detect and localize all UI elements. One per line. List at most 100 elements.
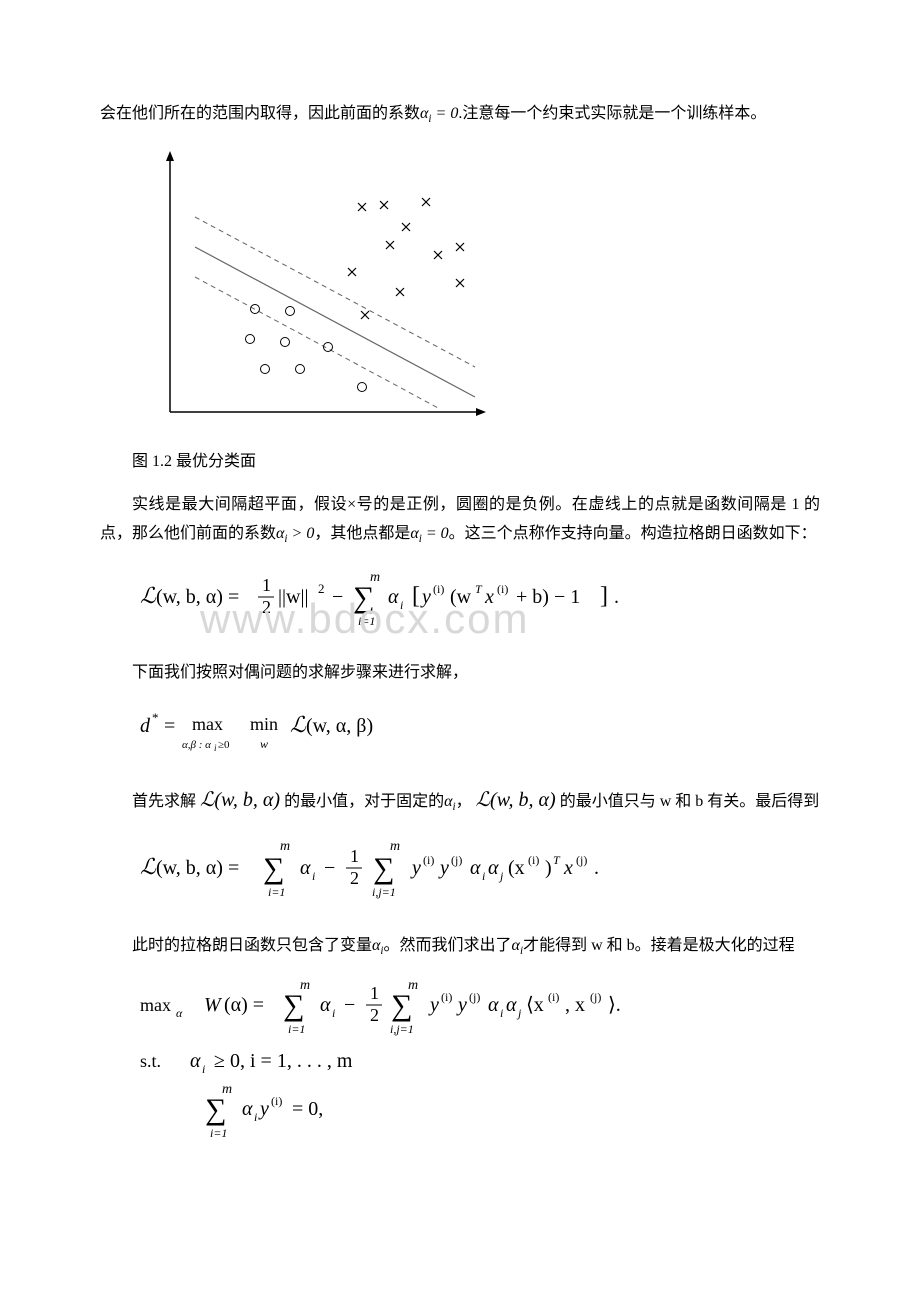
svg-text:⟨x: ⟨x <box>526 994 544 1016</box>
svg-text:∑: ∑ <box>373 852 394 885</box>
svg-text:(i): (i) <box>441 990 452 1004</box>
para5-math1: αi <box>372 937 384 954</box>
svg-text:1: 1 <box>262 575 271 595</box>
para4-math-alpha: αi <box>444 793 456 810</box>
formula-lagrangian: www.bdocx.com ℒ (w, b, α) = 1 2 ||w|| 2 … <box>140 563 820 645</box>
svg-text:(i): (i) <box>271 1094 282 1108</box>
para2-math1: αi > 0 <box>276 525 314 542</box>
svg-text:i: i <box>482 869 485 883</box>
svg-text:(w, b, α) =: (w, b, α) = <box>156 857 239 879</box>
svg-text:max: max <box>192 714 223 734</box>
svg-text:i: i <box>400 598 403 612</box>
svg-text:(j): (j) <box>451 853 462 867</box>
svg-text:i: i <box>202 1062 205 1076</box>
svg-text:.: . <box>594 857 599 879</box>
svg-text:i=1: i=1 <box>210 1126 227 1140</box>
svg-text:α: α <box>488 857 499 879</box>
svg-text:α: α <box>320 994 331 1016</box>
svg-text:(j): (j) <box>590 990 601 1004</box>
svg-text:(j): (j) <box>469 990 480 1004</box>
svg-text:⟩.: ⟩. <box>608 994 621 1016</box>
svg-text:j: j <box>498 869 504 883</box>
svg-text:(i): (i) <box>528 853 539 867</box>
svg-text:i: i <box>254 1110 257 1124</box>
svg-text:y: y <box>438 857 449 879</box>
svg-text:α: α <box>388 586 399 608</box>
svg-text:(w: (w <box>450 586 472 608</box>
svg-text:1: 1 <box>350 846 359 866</box>
svg-text:.: . <box>614 586 619 608</box>
svg-text:−: − <box>344 994 355 1016</box>
svg-text:∑: ∑ <box>353 581 374 614</box>
svg-text:s.t.: s.t. <box>140 1051 161 1071</box>
para4-text-c: ， <box>456 793 476 810</box>
svg-text:∑: ∑ <box>205 1093 226 1126</box>
svg-text:): ) <box>545 857 552 879</box>
paragraph-5: 此时的拉格朗日函数只包含了变量αi。然而我们求出了αi才能得到 w 和 b。接着… <box>100 932 820 961</box>
svg-text:2: 2 <box>370 1005 379 1025</box>
svg-text:α: α <box>176 1006 183 1020</box>
svg-text:2: 2 <box>262 597 271 617</box>
para1-text-b: .注意每一个约束式实际就是一个训练样本。 <box>458 105 766 122</box>
svg-text:(α) =: (α) = <box>224 994 264 1016</box>
svg-text:x: x <box>563 857 573 879</box>
para4-text-a: 首先求解 <box>132 793 200 810</box>
svg-text:T: T <box>475 582 483 596</box>
formula-lagrangian-svg: ℒ (w, b, α) = 1 2 ||w|| 2 − m ∑ i=1 α i … <box>140 563 660 633</box>
svg-text:i=1: i=1 <box>358 614 375 628</box>
svg-text:∑: ∑ <box>263 852 284 885</box>
svg-text:−: − <box>332 586 343 608</box>
svg-text:i: i <box>214 743 217 753</box>
svg-text:||w||: ||w|| <box>278 586 308 608</box>
svg-text:d: d <box>140 715 151 737</box>
svg-text:(j): (j) <box>576 853 587 867</box>
svg-text:i: i <box>332 1006 335 1020</box>
svg-text:ℒ: ℒ <box>290 712 307 737</box>
para2-math2: αi = 0 <box>410 525 448 542</box>
svg-text:α: α <box>300 857 311 879</box>
para2-text-b: ，其他点都是 <box>314 525 410 542</box>
paragraph-2: 实线是最大间隔超平面，假设×号的是正例，圆圈的是负例。在虚线上的点就是函数间隔是… <box>100 491 820 549</box>
para1-text-a: 会在他们所在的范围内取得，因此前面的系数 <box>100 105 420 122</box>
svg-text:+ b) − 1: + b) − 1 <box>516 586 580 608</box>
para4-text-d: 的最小值只与 w 和 b 有关。最后得到 <box>556 793 820 810</box>
para2-text-c: 。这三个点称作支持向量。构造拉格朗日函数如下： <box>449 525 817 542</box>
svg-text:≥0: ≥0 <box>218 739 230 751</box>
svg-text:j: j <box>516 1006 522 1020</box>
svg-text:i=1: i=1 <box>288 1022 305 1036</box>
para4-text-b: 的最小值，对于固定的 <box>280 793 444 810</box>
para5-text-a: 此时的拉格朗日函数只包含了变量 <box>132 937 372 954</box>
svg-text:(i): (i) <box>548 990 559 1004</box>
svg-text:y: y <box>258 1098 269 1120</box>
svg-text:y: y <box>410 857 421 879</box>
svg-text:−: − <box>324 857 335 879</box>
svg-text:i: i <box>312 869 315 883</box>
svg-text:]: ] <box>600 583 608 609</box>
paragraph-1: 会在他们所在的范围内取得，因此前面的系数αi = 0.注意每一个约束式实际就是一… <box>100 100 820 129</box>
svg-text:2: 2 <box>318 581 325 596</box>
para1-math: αi = 0 <box>420 105 458 122</box>
formula-maximize-svg: max α W (α) = m ∑ i=1 α i − 1 2 m ∑ i,j=… <box>140 975 720 1145</box>
svg-text:W: W <box>204 994 223 1016</box>
svg-text:T: T <box>553 853 561 867</box>
svg-text:≥ 0, i = 1, . . . , m: ≥ 0, i = 1, . . . , m <box>214 1050 353 1072</box>
paragraph-3: 下面我们按照对偶问题的求解步骤来进行求解， <box>100 659 820 688</box>
svg-text:(i): (i) <box>433 582 444 596</box>
svg-text:y: y <box>420 586 431 608</box>
formula-dual-svg: d * = max α,β : α i ≥0 min w ℒ (w, α, β) <box>140 702 500 756</box>
svg-text:α: α <box>506 994 517 1016</box>
para5-math2: αi <box>512 937 524 954</box>
svg-text:i,j=1: i,j=1 <box>372 885 396 899</box>
formula-dual: d * = max α,β : α i ≥0 min w ℒ (w, α, β) <box>140 702 820 768</box>
svg-text:α: α <box>470 857 481 879</box>
svg-text:max: max <box>140 995 171 1015</box>
svm-diagram-svg <box>130 147 490 427</box>
para4-math-L1: ℒ(w, b, α) <box>200 789 280 811</box>
svg-text:∑: ∑ <box>391 989 412 1022</box>
svg-text:ℒ: ℒ <box>140 854 157 879</box>
svg-text:= 0,: = 0, <box>292 1098 323 1120</box>
formula-dual-expanded-svg: ℒ (w, b, α) = m ∑ i=1 α i − 1 2 m ∑ i,j=… <box>140 832 700 906</box>
figure-caption: 图 1.2 最优分类面 <box>100 448 820 477</box>
para5-text-b: 。然而我们求出了 <box>384 937 512 954</box>
svg-text:i: i <box>500 1006 503 1020</box>
